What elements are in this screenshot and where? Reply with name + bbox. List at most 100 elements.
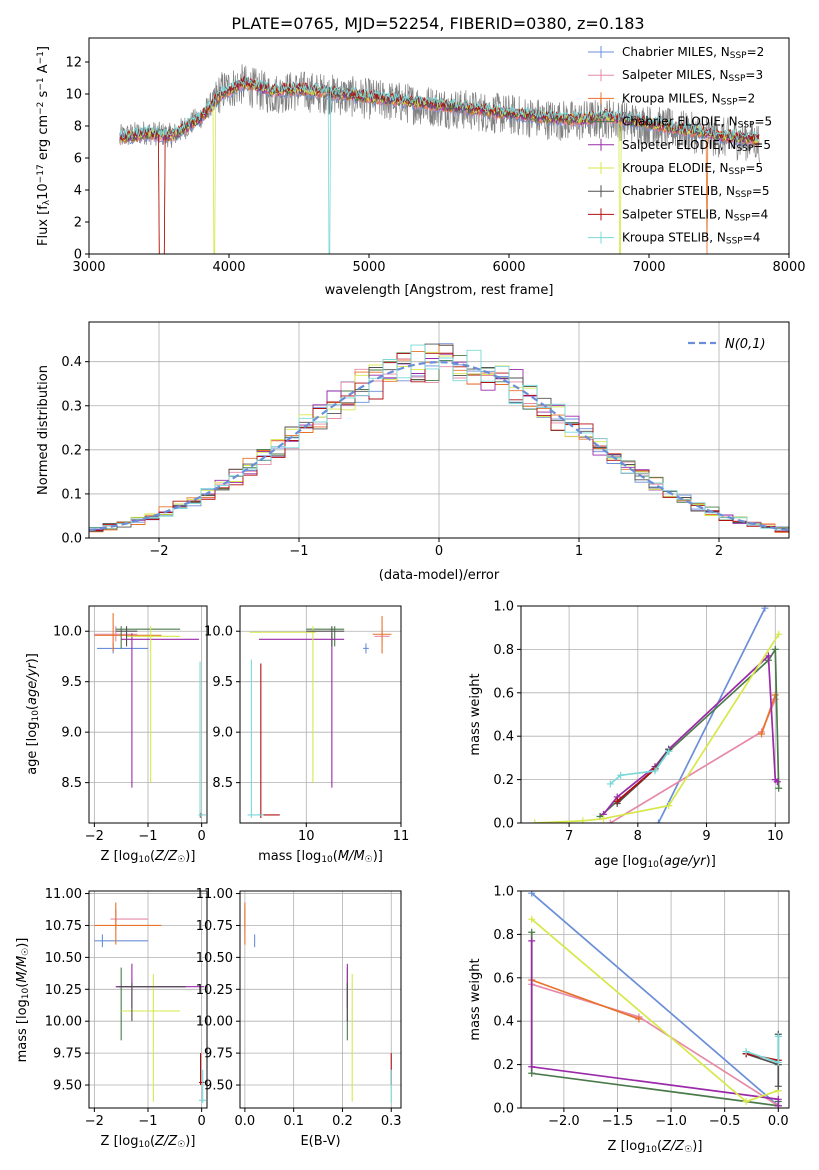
weight-vs-age-panel: 7 8 9 10 0.0 0.2 0.4 0.6 0.8 1.0 age [log10(age/yr… [468,600,790,870]
series-marker [528,1069,536,1077]
y-tick-label: 0.0 [61,532,82,547]
x-tick-label: −0.5 [709,1114,741,1129]
plot-area [89,343,789,538]
x-axis-label: Z [log10(Z/Z☉)] [101,849,196,865]
legend-entry: Chabrier ELODIE, NSSP=5 [622,115,772,131]
series-marker [771,645,779,653]
y-tick-label: 8.5 [212,776,233,791]
y-tick-label: 0.3 [61,399,82,414]
y-tick-label: 10.0 [53,625,82,640]
x-tick-label: −2 [85,1114,104,1129]
age-vs-mass-panel: 10 11 8.5 9.0 9.5 10.0 mass [log10(M/M☉)] [204,605,409,865]
series-line [609,698,777,823]
y-tick-label: 0.2 [61,443,82,458]
x-tick-label: 2 [715,544,723,559]
series-marker [761,606,769,612]
x-tick-label: 5000 [352,260,385,275]
plot-area [528,891,782,1108]
y-tick-label: 10.50 [196,951,233,966]
x-tick-label: 0.3 [381,1114,402,1129]
y-tick-label: 11.00 [196,887,233,902]
series-marker [635,1015,643,1023]
spectrum-panel: 3000 4000 5000 6000 7000 8000 0 2 4 6 8 10 12 wavelen… [36,37,806,298]
series-line [616,768,656,802]
y-tick-label: 0.6 [493,971,514,986]
series-marker [654,819,662,823]
series-marker [599,815,607,823]
axes-frame [520,605,790,824]
y-axis-label: age [log10(age/yr)] [25,653,41,775]
x-tick-label: 0.2 [332,1114,353,1129]
y-tick-label: 9.5 [212,675,233,690]
series-marker [774,1032,782,1040]
series-marker [742,1048,750,1056]
x-axis-label: (data-model)/error [379,568,500,583]
y-tick-label: 6 [74,152,82,167]
y-tick-label: 0.2 [493,1058,514,1073]
x-tick-label: 0.0 [768,1114,789,1129]
x-tick-label: 8000 [772,260,805,275]
y-tick-label: 11.00 [45,887,82,902]
x-tick-label: −1.0 [655,1114,687,1129]
x-tick-label: 7 [565,829,573,844]
y-tick-label: 9.0 [212,726,233,741]
y-tick-label: 10.00 [196,1015,233,1030]
model-spectrum-line [119,75,760,254]
y-tick-label: 0.0 [493,817,514,832]
y-tick-label: 10.75 [196,919,233,934]
series-marker [742,1097,750,1105]
mass-vs-ebv-panel: 0.0 0.1 0.2 0.3 9.50 9.75 10.00 10.25 10.50 10.75… [196,887,402,1149]
y-tick-label: 0.8 [493,928,514,943]
y-tick-label: 10.75 [45,919,82,934]
y-tick-label: 4 [74,184,82,199]
x-tick-label: 0.1 [283,1114,304,1129]
y-tick-label: 9.0 [61,726,82,741]
series-marker [758,730,766,738]
y-tick-label: 9.50 [53,1079,82,1094]
x-tick-label: −2 [149,544,168,559]
plot-area [119,64,760,254]
y-tick-label: 0.1 [61,487,82,502]
x-tick-label: 10 [298,829,315,844]
x-tick-label: −1 [138,1114,157,1129]
series-marker [606,780,614,788]
series-marker [617,771,625,779]
x-tick-label: −1.5 [602,1114,634,1129]
y-tick-label: 8 [74,120,82,135]
x-tick-label: 9 [702,829,710,844]
axes-frame [88,37,790,255]
series-marker [771,691,779,699]
y-tick-label: 10 [65,88,82,103]
x-tick-label: 10 [767,829,784,844]
age-vs-metallicity-panel: −2 −1 0 8.5 9.0 9.5 10.0 Z [log10(Z/Z☉)] age [lo… [25,605,208,865]
series-marker [774,1095,782,1103]
y-axis-label: Flux [fλ10−17 erg cm−2 s−1 A−1] [36,46,52,246]
plot-area [94,902,206,1103]
series-line [531,892,779,1107]
x-tick-label: 1 [575,544,583,559]
x-axis-label: E(B-V) [300,1134,340,1149]
series-marker [651,767,659,775]
y-tick-label: 0.2 [493,773,514,788]
x-tick-label: 4000 [212,260,245,275]
series-line [609,750,670,785]
series-marker [774,1102,782,1108]
series-marker [613,797,621,805]
plot-area [247,616,392,818]
y-tick-label: 0.6 [493,686,514,701]
legend-entry: Salpeter MILES, NSSP=3 [622,68,763,84]
x-tick-label: 0 [197,829,205,844]
x-tick-label: 0.0 [235,1114,256,1129]
x-tick-label: 7000 [632,260,665,275]
residuals-panel: −2 −1 0 1 2 0.0 0.1 0.2 0.3 0.4 (data-model)/error… [36,321,790,583]
series-marker [665,747,673,755]
series-line [657,607,766,823]
axes-frame [520,890,790,1109]
axes-frame [239,605,402,824]
x-tick-label: 8 [634,829,642,844]
y-tick-label: 0.8 [493,643,514,658]
weight-vs-metallicity-panel: −2.0 −1.5 −1.0 −0.5 0.0 0.0 0.2 0.4 0.6 0.8 1.0 Z [… [468,885,790,1155]
y-tick-label: 10.25 [45,983,82,998]
y-tick-label: 10.0 [204,625,233,640]
legend-entry: Kroupa STELIB, NSSP=4 [622,231,760,247]
